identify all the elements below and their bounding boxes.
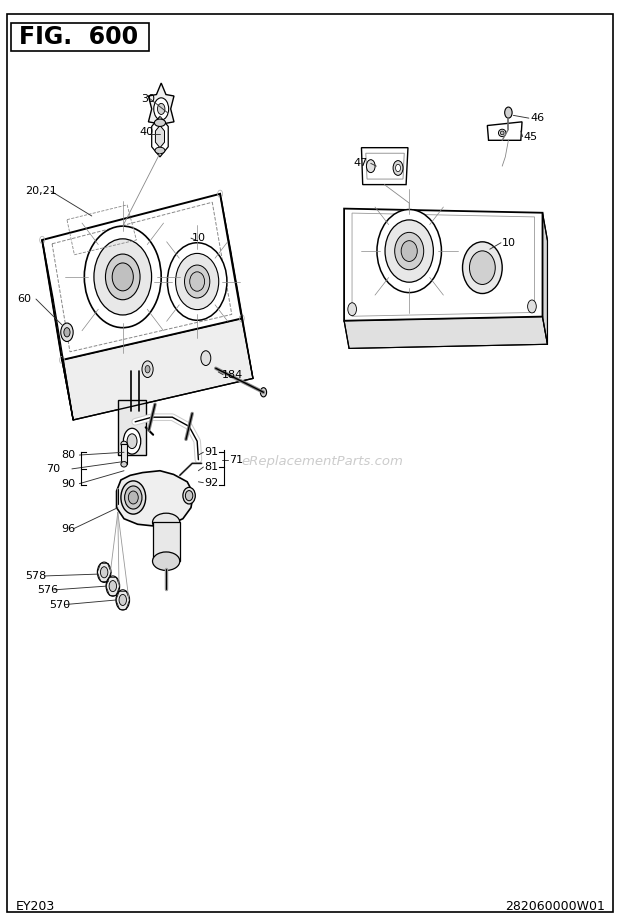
Ellipse shape [84, 226, 161, 328]
Circle shape [366, 160, 375, 173]
Text: 70: 70 [46, 464, 61, 473]
Text: 91: 91 [205, 448, 219, 457]
Text: 184: 184 [222, 370, 243, 379]
Text: 46: 46 [530, 114, 544, 123]
Text: 578: 578 [25, 571, 46, 581]
Ellipse shape [190, 272, 205, 292]
Ellipse shape [463, 242, 502, 294]
Polygon shape [344, 209, 542, 321]
Circle shape [145, 366, 150, 373]
Circle shape [123, 428, 141, 454]
Polygon shape [62, 318, 253, 420]
Circle shape [109, 581, 117, 592]
Ellipse shape [175, 254, 219, 309]
Ellipse shape [377, 210, 441, 293]
Polygon shape [361, 148, 408, 185]
Text: 576: 576 [37, 585, 58, 594]
Ellipse shape [185, 265, 210, 298]
Polygon shape [121, 444, 127, 464]
Text: 71: 71 [229, 455, 244, 464]
Polygon shape [148, 83, 174, 135]
Circle shape [505, 107, 512, 118]
Circle shape [154, 98, 169, 120]
Text: 282060000W01: 282060000W01 [505, 900, 604, 913]
Circle shape [64, 328, 70, 337]
Text: 80: 80 [61, 450, 75, 460]
Circle shape [348, 303, 356, 316]
Ellipse shape [121, 462, 127, 467]
Text: 90: 90 [61, 479, 75, 488]
Circle shape [106, 576, 120, 596]
Text: 570: 570 [50, 600, 71, 609]
Polygon shape [42, 194, 242, 360]
Circle shape [116, 590, 130, 610]
Ellipse shape [395, 233, 423, 270]
Ellipse shape [498, 129, 506, 137]
Ellipse shape [121, 481, 146, 514]
Text: 60: 60 [17, 294, 32, 304]
Ellipse shape [128, 491, 138, 504]
Circle shape [393, 161, 403, 175]
Circle shape [127, 434, 137, 449]
Polygon shape [344, 317, 547, 349]
Polygon shape [153, 522, 180, 561]
Text: 10: 10 [502, 238, 516, 247]
Circle shape [61, 323, 73, 342]
Bar [11, 23, 149, 51]
Ellipse shape [112, 263, 133, 291]
Ellipse shape [153, 513, 180, 532]
Ellipse shape [183, 487, 195, 504]
Ellipse shape [500, 131, 504, 135]
Polygon shape [117, 471, 193, 526]
Ellipse shape [105, 254, 140, 300]
Circle shape [201, 351, 211, 366]
Text: 96: 96 [61, 524, 75, 533]
Ellipse shape [125, 485, 142, 509]
Circle shape [97, 562, 111, 582]
Ellipse shape [401, 241, 417, 261]
Text: 92: 92 [205, 478, 219, 487]
Text: 40: 40 [140, 127, 154, 137]
Ellipse shape [469, 251, 495, 284]
Text: FIG.  600: FIG. 600 [19, 25, 138, 49]
Ellipse shape [167, 243, 227, 320]
Circle shape [528, 300, 536, 313]
Ellipse shape [155, 147, 165, 154]
Polygon shape [42, 240, 73, 420]
Circle shape [100, 567, 108, 578]
Ellipse shape [185, 491, 193, 500]
Circle shape [396, 164, 401, 172]
Text: EY203: EY203 [16, 900, 55, 913]
Ellipse shape [154, 119, 166, 126]
Ellipse shape [153, 552, 180, 570]
Polygon shape [118, 400, 146, 455]
Ellipse shape [385, 220, 433, 282]
Text: 45: 45 [524, 132, 538, 141]
Circle shape [119, 594, 126, 605]
Polygon shape [156, 126, 164, 148]
Text: 10: 10 [192, 234, 206, 243]
Circle shape [260, 388, 267, 397]
Circle shape [157, 103, 165, 114]
Polygon shape [542, 213, 547, 344]
Polygon shape [152, 116, 168, 157]
Text: 81: 81 [205, 462, 219, 472]
Ellipse shape [121, 441, 127, 447]
Polygon shape [487, 122, 522, 140]
Circle shape [142, 361, 153, 378]
Text: 47: 47 [353, 159, 368, 168]
Text: 30: 30 [141, 94, 156, 103]
Text: eReplacementParts.com: eReplacementParts.com [241, 455, 404, 468]
Ellipse shape [94, 239, 151, 315]
Text: 20,21: 20,21 [25, 186, 56, 196]
